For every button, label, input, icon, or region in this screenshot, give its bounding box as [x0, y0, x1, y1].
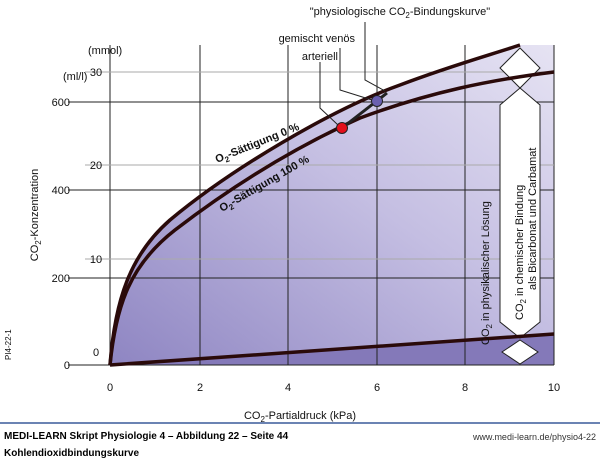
y-tick: 400	[52, 185, 70, 197]
y-unit-mll: (ml/l)	[63, 71, 87, 83]
x-ticks: 0 2 4 6 8 10	[107, 382, 560, 394]
physical-solution-arrow	[501, 339, 539, 365]
x-tick: 8	[462, 382, 468, 394]
x-tick: 2	[197, 382, 203, 394]
x-axis-label: CO2-Partialdruck (kPa)	[244, 410, 356, 424]
y-tick-mmol: 0	[93, 347, 99, 359]
y-tick: 600	[52, 97, 70, 109]
mixed-venous-label: gemischt venös	[279, 33, 356, 45]
chemical-binding-label-line2: als Bicarbonat und Carbamat	[527, 148, 539, 290]
chemical-binding-area	[110, 45, 554, 365]
grid	[68, 45, 555, 366]
y-tick-mmol: 10	[90, 254, 102, 266]
x-tick: 6	[374, 382, 380, 394]
x-tick: 10	[548, 382, 560, 394]
curve-physical-solution	[109, 332, 555, 367]
x-tick: 0	[107, 382, 113, 394]
y-ticks-mll: 0 200 400 600	[52, 97, 70, 372]
y-ticks-mmol: 0 10 20 30	[90, 67, 102, 359]
arterial-point	[336, 122, 348, 134]
mixed-venous-point	[371, 95, 383, 107]
physical-solution-label: CO2 in physikalischer Lösung	[480, 201, 494, 345]
footer-source: MEDI-LEARN Skript Physiologie 4 – Abbild…	[4, 431, 289, 442]
x-tick: 4	[285, 382, 291, 394]
arterial-label: arteriell	[302, 51, 338, 63]
chart-title: "physiologische CO2-Bindungskurve"	[310, 6, 491, 20]
leader-lines	[319, 22, 386, 126]
figure-id: PI4-22-1	[4, 329, 13, 360]
curve-o2-sat-0	[108, 43, 521, 366]
y-axis-label: CO2-Konzentration	[29, 169, 43, 262]
chemical-binding-label: CO2 in chemischer Bindung	[514, 185, 528, 320]
y-tick: 0	[64, 360, 70, 372]
footer-caption: Kohlendioxidbindungskurve	[4, 448, 140, 459]
footer-url[interactable]: www.medi-learn.de/physio4-22	[472, 432, 596, 442]
curve-o2-sat-100	[108, 70, 555, 366]
y-tick-mmol: 20	[90, 160, 102, 172]
y-unit-mmol: (mmol)	[88, 45, 122, 57]
y-tick: 200	[52, 273, 70, 285]
y-tick-mmol: 30	[90, 67, 102, 79]
